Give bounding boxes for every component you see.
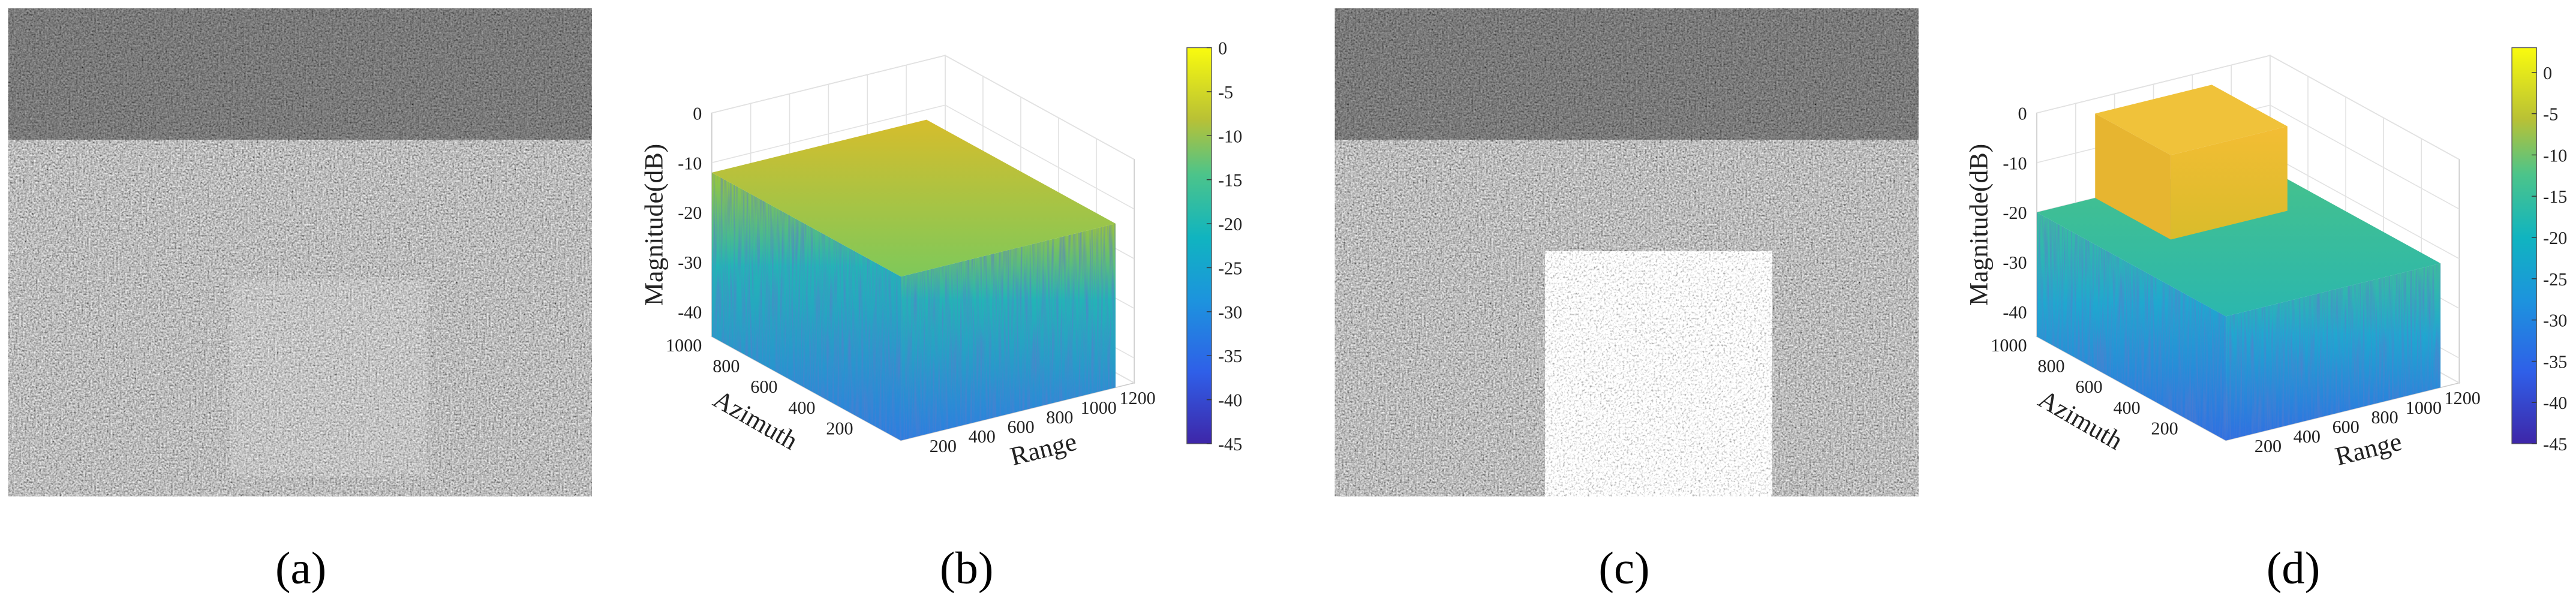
surface-left-texture: [2036, 212, 2226, 441]
colorbar-tick-label: -35: [2543, 351, 2567, 372]
z-tick-label: -10: [678, 153, 702, 173]
colorbar-tick-label: -35: [1218, 346, 1242, 366]
z-tick-label: 0: [693, 103, 702, 124]
y-tick-label: 200: [2151, 419, 2178, 439]
colorbar: [1186, 47, 1212, 444]
x-tick-label: 800: [2371, 407, 2398, 428]
z-axis-label: Magnitude(dB): [1965, 144, 1994, 306]
y-tick-label: 400: [788, 398, 815, 418]
panel-label: (b): [940, 543, 993, 594]
x-tick-label: 600: [1007, 417, 1034, 437]
x-tick-label: 200: [2255, 436, 2282, 456]
colorbar-tick-label: 0: [1218, 38, 1227, 58]
y-tick-label: 800: [713, 356, 740, 377]
z-tick-label: -20: [678, 203, 702, 223]
surface-front-texture: [901, 223, 1116, 441]
y-tick-label: 1000: [1991, 335, 2027, 356]
colorbar-tick-label: -40: [1218, 390, 1242, 411]
z-axis-label: Magnitude(dB): [640, 144, 669, 306]
x-tick-label: 400: [2294, 426, 2320, 447]
sar-image-a: [8, 8, 592, 496]
colorbar-tick-label: -30: [1218, 302, 1242, 323]
z-tick-label: 0: [2018, 103, 2027, 124]
block-front: [2171, 126, 2288, 240]
z-tick-label: -20: [2003, 203, 2027, 223]
x-tick-label: 400: [969, 426, 996, 447]
colorbar-tick-label: -15: [2543, 186, 2567, 207]
sea-region: [1334, 8, 1919, 140]
sar-image-c: [1334, 8, 1919, 496]
sea-region: [8, 8, 592, 140]
z-tick-label: -40: [2003, 302, 2027, 323]
panel-label: (c): [1598, 543, 1649, 594]
z-tick-label: -30: [678, 252, 702, 273]
block-top: [2095, 85, 2288, 155]
colorbar-tick-label: -10: [1218, 126, 1242, 146]
colorbar-tick-label: -5: [2543, 104, 2558, 125]
x-tick-label: 1200: [2445, 388, 2481, 408]
z-tick-label: -40: [678, 302, 702, 323]
sar-image: [8, 8, 592, 496]
x-tick-label: 600: [2332, 417, 2359, 437]
colorbar-tick-label: -45: [2543, 434, 2567, 454]
block-left: [2095, 113, 2171, 240]
y-tick-label: 1000: [666, 335, 702, 356]
z-tick-label: -30: [2003, 252, 2027, 273]
x-tick-label: 200: [930, 436, 957, 456]
colorbar-tick-label: -20: [2543, 228, 2567, 248]
y-tick-label: 600: [2075, 377, 2102, 397]
surface-front-texture: [2226, 263, 2441, 441]
x-tick-label: 1000: [2406, 398, 2442, 418]
x-tick-label: 800: [1046, 407, 1073, 428]
x-tick-label: 1200: [1119, 388, 1155, 408]
colorbar-tick-label: -40: [2543, 393, 2567, 413]
colorbar-tick-label: -45: [1218, 434, 1242, 454]
facility: [230, 279, 428, 477]
surface-left-texture: [711, 172, 901, 441]
colorbar-tick-label: -10: [2543, 145, 2567, 165]
colorbar-tick-label: 0: [2543, 63, 2552, 83]
colorbar-tick-label: -20: [1218, 214, 1242, 234]
y-tick-label: 400: [2113, 398, 2140, 418]
colorbar-tick-label: -25: [1218, 258, 1242, 278]
z-tick-label: -10: [2003, 153, 2027, 173]
surface-top: [711, 119, 1116, 277]
jammed-region: [1545, 251, 1772, 496]
colorbar-tick-label: -15: [1218, 170, 1242, 191]
y-tick-label: 600: [750, 377, 777, 397]
colorbar-tick-label: -25: [2543, 269, 2567, 290]
x-tick-label: 1000: [1081, 398, 1117, 418]
panel-label: (d): [2267, 543, 2320, 594]
panel-label: (a): [275, 543, 326, 594]
y-tick-label: 800: [2037, 356, 2064, 377]
colorbar-tick-label: -5: [1218, 82, 1233, 103]
colorbar-tick-label: -30: [2543, 311, 2567, 331]
colorbar: [2511, 47, 2537, 444]
y-tick-label: 200: [826, 419, 853, 439]
